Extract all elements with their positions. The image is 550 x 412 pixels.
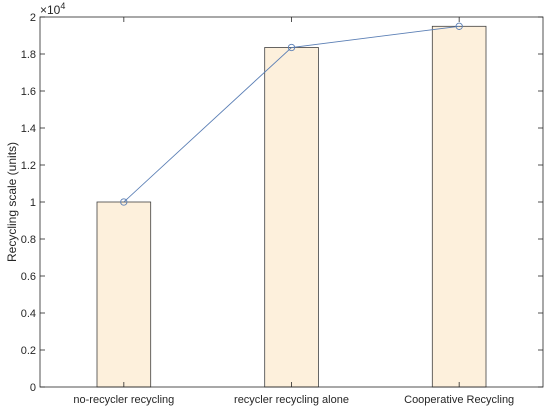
- line-point: [287, 43, 296, 52]
- x-tick-label: Cooperative Recycling: [404, 394, 514, 406]
- axes: 0 0.2 0.4 0.6 0.8 1 1.2 1.4 1.6 1.8 2 no-recycler r…: [21, 12, 544, 406]
- y-tick-label: 1.8: [21, 49, 36, 61]
- y-tick-label: 2: [30, 12, 36, 24]
- line-point: [455, 22, 463, 30]
- y-tick-label: 0.4: [21, 308, 36, 320]
- series-line: [123, 25, 460, 203]
- x-tick-label: no-recycler recycling: [73, 394, 174, 406]
- plot-area: [96, 22, 487, 388]
- y-tick-label: 0: [30, 382, 36, 394]
- y-axis-exponent-label: ×104: [40, 1, 65, 17]
- exponent-base: ×10: [40, 3, 61, 17]
- bar: [96, 201, 152, 388]
- bar: [431, 25, 487, 388]
- y-tick-label: 0.6: [21, 271, 36, 283]
- exponent-power: 4: [60, 1, 65, 11]
- y-tick-label: 1.4: [21, 123, 36, 135]
- y-tick-label: 1.6: [21, 86, 36, 98]
- line-point: [120, 198, 128, 206]
- y-tick-label: 1: [30, 197, 36, 209]
- bar: [264, 47, 319, 388]
- y-axis-label: Recycling scale (units): [5, 142, 19, 262]
- y-tick-label: 0.8: [21, 234, 36, 246]
- x-tick-label: recycler recycling alone: [234, 394, 349, 406]
- y-tick-label: 1.2: [21, 160, 36, 172]
- y-tick-label: 0.2: [21, 345, 36, 357]
